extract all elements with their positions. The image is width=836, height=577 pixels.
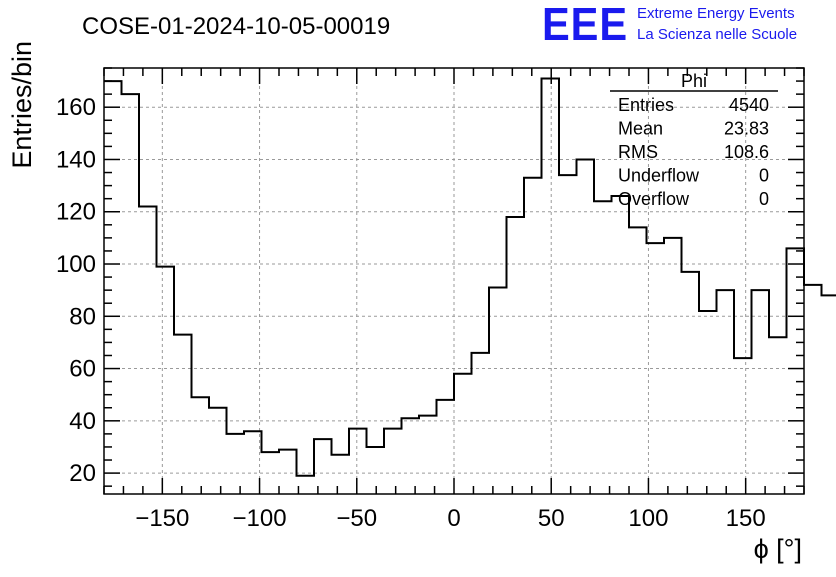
x-axis-label: ϕ [°] (754, 534, 802, 564)
stats-row-value: 4540 (729, 95, 769, 115)
stats-row-label: Overflow (618, 189, 690, 209)
stats-box-rows: Entries 4540 Mean 23.83 RMS 108.6 Underflow 0 Ov… (618, 95, 769, 209)
eee-logo-line-2: La Scienza nelle Scuole (637, 26, 797, 43)
stats-row-value: 108.6 (724, 142, 769, 162)
y-tick-label: 20 (69, 460, 96, 487)
y-tick-label: 40 (69, 408, 96, 435)
stats-row-value: 23.83 (724, 119, 769, 139)
y-tick-label: 100 (56, 251, 96, 278)
x-tick-label: 100 (628, 505, 668, 532)
stats-row-label: RMS (618, 142, 658, 162)
stats-row-label: Entries (618, 95, 674, 115)
stats-row-value: 0 (759, 189, 769, 209)
chart-title: COSE-01-2024-10-05-00019 (82, 13, 390, 40)
y-axis-label: Entries/bin (7, 41, 37, 169)
stats-row-label: Underflow (618, 166, 700, 186)
stats-row-value: 0 (759, 166, 769, 186)
stats-box-title: Phi (681, 71, 707, 91)
x-tick-label: 150 (726, 505, 766, 532)
eee-logo: EEE Extreme Energy Events La Scienza nel… (542, 0, 797, 50)
y-tick-label: 80 (69, 303, 96, 330)
x-tick-label: −100 (233, 505, 287, 532)
y-tick-label: 120 (56, 199, 96, 226)
y-tick-label: 160 (56, 94, 96, 121)
x-tick-label: 50 (538, 505, 565, 532)
y-tick-label: 140 (56, 146, 96, 173)
x-tick-label: 0 (447, 505, 460, 532)
stats-row-label: Mean (618, 119, 663, 139)
x-tick-label: −50 (336, 505, 377, 532)
grid (104, 68, 804, 494)
histogram-series (104, 77, 836, 477)
eee-logo-line-1: Extreme Energy Events (637, 5, 795, 22)
axis-ticks: −150 −100 −50 0 50 100 150 20 40 60 80 100 120 140 160 (56, 67, 805, 532)
y-tick-label: 60 (69, 356, 96, 383)
x-tick-label: −150 (135, 505, 189, 532)
stats-box: Phi Entries 4540 Mean 23.83 RMS 108.6 Underflo… (610, 71, 778, 209)
eee-logo-mark: EEE (542, 0, 628, 50)
